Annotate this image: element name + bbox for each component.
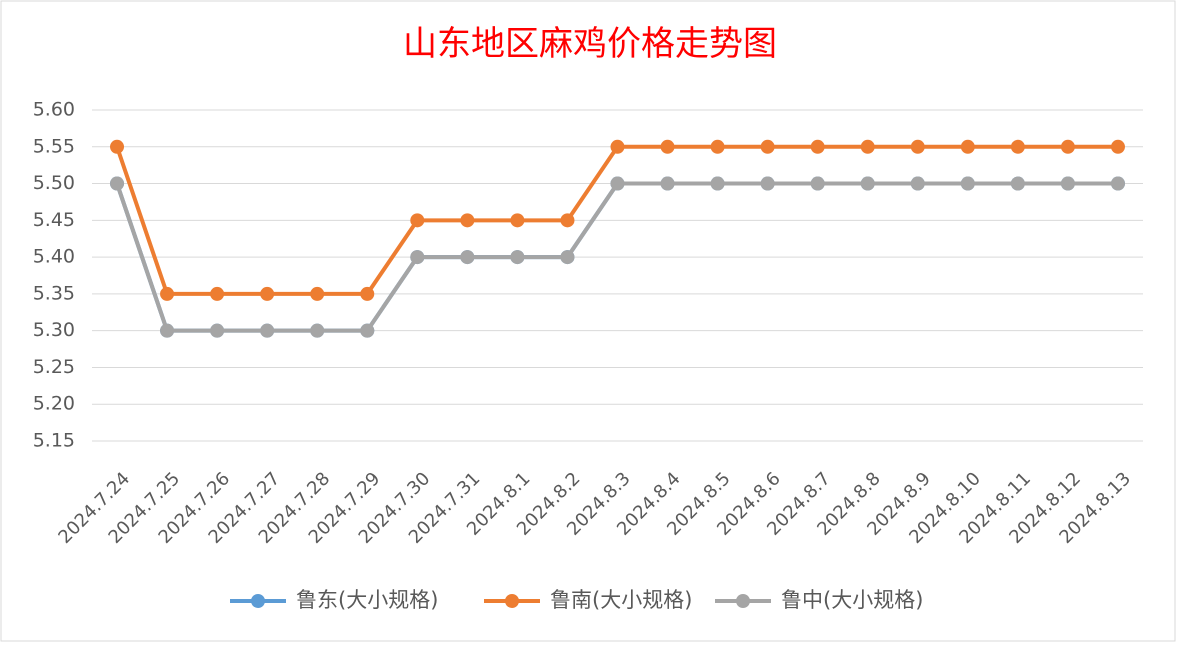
point <box>310 286 325 301</box>
y-tick-label: 5.35 <box>33 282 75 304</box>
y-tick-label: 5.40 <box>33 246 75 268</box>
point <box>510 250 525 265</box>
y-tick-label: 5.55 <box>33 135 75 157</box>
point <box>610 139 625 154</box>
point <box>560 213 575 228</box>
point <box>910 139 925 154</box>
point <box>1060 176 1075 191</box>
y-tick-label: 5.50 <box>33 172 75 194</box>
y-tick-label: 5.45 <box>33 209 75 231</box>
legend-marker <box>736 594 750 608</box>
point <box>960 176 975 191</box>
chart-title: 山东地区麻鸡价格走势图 <box>403 24 777 64</box>
point <box>760 139 775 154</box>
point <box>910 176 925 191</box>
point <box>810 139 825 154</box>
point <box>210 286 225 301</box>
point <box>110 176 125 191</box>
point <box>160 323 175 338</box>
point <box>560 250 575 265</box>
point <box>660 139 675 154</box>
point <box>460 213 475 228</box>
legend-marker <box>505 594 519 608</box>
point <box>110 139 125 154</box>
point <box>360 323 375 338</box>
y-tick-label: 5.25 <box>33 356 75 378</box>
legend-label: 鲁东(大小规格) <box>296 588 438 612</box>
point <box>710 139 725 154</box>
legend-label: 鲁中(大小规格) <box>781 588 923 612</box>
point <box>710 176 725 191</box>
legend-marker <box>251 594 265 608</box>
point <box>260 323 275 338</box>
point <box>510 213 525 228</box>
y-tick-label: 5.15 <box>33 430 75 452</box>
y-tick-label: 5.30 <box>33 319 75 341</box>
point <box>660 176 675 191</box>
point <box>260 286 275 301</box>
point <box>1010 139 1025 154</box>
point <box>960 139 975 154</box>
point <box>860 139 875 154</box>
point <box>1060 139 1075 154</box>
point <box>1110 176 1125 191</box>
point <box>610 176 625 191</box>
legend-label: 鲁南(大小规格) <box>550 588 692 612</box>
y-tick-label: 5.20 <box>33 393 75 415</box>
point <box>810 176 825 191</box>
y-tick-label: 5.60 <box>33 99 75 121</box>
point <box>860 176 875 191</box>
point <box>160 286 175 301</box>
point <box>410 213 425 228</box>
point <box>210 323 225 338</box>
point <box>1010 176 1025 191</box>
point <box>310 323 325 338</box>
point <box>760 176 775 191</box>
point <box>1110 139 1125 154</box>
point <box>360 286 375 301</box>
point <box>460 250 475 265</box>
point <box>410 250 425 265</box>
